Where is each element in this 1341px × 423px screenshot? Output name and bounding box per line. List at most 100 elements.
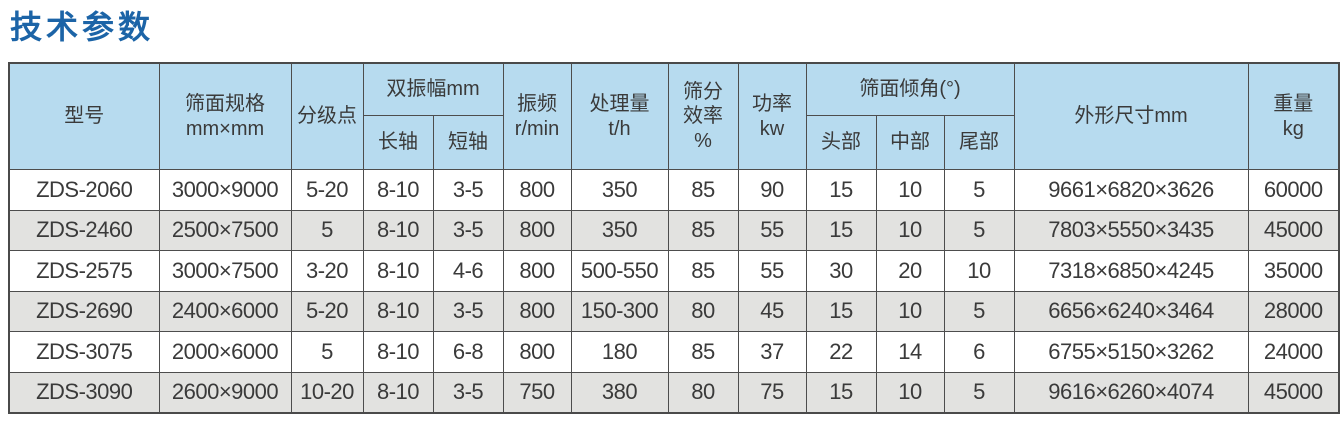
- cell-model: ZDS-3075: [8, 331, 160, 373]
- cell-screen-spec: 3000×9000: [158, 169, 292, 211]
- table-row: ZDS-2575 3000×7500 3-20 8-10 4-6 800 500…: [8, 250, 1340, 292]
- cell-power: 55: [737, 209, 807, 251]
- cell-screen-spec: 3000×7500: [158, 250, 292, 292]
- cell-efficiency: 85: [667, 209, 739, 251]
- cell-incline-middle: 20: [875, 250, 945, 292]
- cell-dimensions: 9661×6820×3626: [1013, 169, 1249, 211]
- cell-capacity: 350: [570, 209, 669, 251]
- cell-frequency: 800: [502, 209, 572, 251]
- cell-screen-spec: 2500×7500: [158, 209, 292, 251]
- cell-weight: 35000: [1247, 250, 1340, 292]
- cell-efficiency: 85: [667, 331, 739, 373]
- cell-power: 45: [737, 290, 807, 332]
- cell-weight: 45000: [1247, 209, 1340, 251]
- cell-model: ZDS-3090: [8, 371, 160, 414]
- table-row: ZDS-3090 2600×9000 10-20 8-10 3-5 750 38…: [8, 371, 1340, 414]
- col-header-incline-tail: 尾部: [943, 115, 1015, 170]
- cell-incline-head: 15: [805, 290, 877, 332]
- cell-efficiency: 85: [667, 250, 739, 292]
- header-row-sub: 长轴 短轴 头部 中部 尾部: [9, 115, 1339, 170]
- cell-capacity: 150-300: [570, 290, 669, 332]
- cell-capacity: 380: [570, 371, 669, 414]
- cell-frequency: 800: [502, 331, 572, 373]
- cell-model: ZDS-2575: [8, 250, 160, 292]
- cell-incline-head: 15: [805, 169, 877, 211]
- cell-efficiency: 80: [667, 371, 739, 414]
- cell-dimensions: 6656×6240×3464: [1013, 290, 1249, 332]
- cell-incline-tail: 5: [943, 290, 1015, 332]
- col-header-incline-middle: 中部: [875, 115, 945, 170]
- col-header-long-axis: 长轴: [362, 115, 434, 170]
- cell-weight: 60000: [1247, 169, 1340, 211]
- cell-efficiency: 80: [667, 290, 739, 332]
- table-header: 型号 筛面规格 mm×mm 分级点 双振幅mm 振频 r/min 处理量 t/h…: [8, 62, 1340, 170]
- cell-capacity: 180: [570, 331, 669, 373]
- spec-table: 型号 筛面规格 mm×mm 分级点 双振幅mm 振频 r/min 处理量 t/h…: [8, 62, 1341, 414]
- col-header-efficiency: 筛分 效率 %: [667, 62, 739, 170]
- cell-dimensions: 9616×6260×4074: [1013, 371, 1249, 414]
- cell-incline-head: 22: [805, 331, 877, 373]
- cell-frequency: 800: [502, 250, 572, 292]
- cell-incline-tail: 5: [943, 371, 1015, 414]
- col-header-inclination: 筛面倾角(°): [805, 62, 1015, 116]
- cell-power: 90: [737, 169, 807, 211]
- cell-grading-point: 5: [290, 209, 364, 251]
- cell-grading-point: 5: [290, 331, 364, 373]
- cell-frequency: 800: [502, 169, 572, 211]
- cell-long-axis: 8-10: [362, 331, 434, 373]
- table-row: ZDS-3075 2000×6000 5 8-10 6-8 800 180 85…: [8, 331, 1340, 373]
- cell-screen-spec: 2600×9000: [158, 371, 292, 414]
- col-header-incline-head: 头部: [805, 115, 877, 170]
- cell-incline-head: 15: [805, 371, 877, 414]
- col-header-model: 型号: [8, 62, 160, 170]
- cell-weight: 45000: [1247, 371, 1340, 414]
- page-title: 技术参数: [10, 9, 155, 45]
- cell-efficiency: 85: [667, 169, 739, 211]
- cell-short-axis: 3-5: [432, 209, 504, 251]
- cell-long-axis: 8-10: [362, 371, 434, 414]
- cell-short-axis: 3-5: [432, 371, 504, 414]
- cell-incline-tail: 6: [943, 331, 1015, 373]
- table-body: ZDS-2060 3000×9000 5-20 8-10 3-5 800 350…: [8, 169, 1340, 414]
- cell-long-axis: 8-10: [362, 250, 434, 292]
- cell-incline-head: 30: [805, 250, 877, 292]
- table-row: ZDS-2060 3000×9000 5-20 8-10 3-5 800 350…: [8, 169, 1340, 211]
- cell-screen-spec: 2400×6000: [158, 290, 292, 332]
- cell-model: ZDS-2460: [8, 209, 160, 251]
- cell-dimensions: 7803×5550×3435: [1013, 209, 1249, 251]
- header-row-top: 型号 筛面规格 mm×mm 分级点 双振幅mm 振频 r/min 处理量 t/h…: [8, 62, 1340, 170]
- col-header-short-axis: 短轴: [432, 115, 504, 170]
- cell-grading-point: 10-20: [290, 371, 364, 414]
- cell-incline-tail: 10: [943, 250, 1015, 292]
- cell-frequency: 800: [502, 290, 572, 332]
- cell-incline-middle: 10: [875, 169, 945, 211]
- table-row: ZDS-2460 2500×7500 5 8-10 3-5 800 350 85…: [8, 209, 1340, 251]
- cell-frequency: 750: [502, 371, 572, 414]
- cell-incline-tail: 5: [943, 209, 1015, 251]
- col-header-power: 功率 kw: [737, 62, 807, 170]
- cell-incline-middle: 10: [875, 209, 945, 251]
- cell-model: ZDS-2690: [8, 290, 160, 332]
- col-header-frequency: 振频 r/min: [502, 62, 572, 170]
- cell-weight: 28000: [1247, 290, 1340, 332]
- cell-incline-head: 15: [805, 209, 877, 251]
- cell-short-axis: 3-5: [432, 169, 504, 211]
- cell-capacity: 350: [570, 169, 669, 211]
- cell-incline-middle: 10: [875, 371, 945, 414]
- cell-incline-middle: 14: [875, 331, 945, 373]
- cell-power: 75: [737, 371, 807, 414]
- col-header-screen-spec: 筛面规格 mm×mm: [158, 62, 292, 170]
- cell-screen-spec: 2000×6000: [158, 331, 292, 373]
- cell-dimensions: 6755×5150×3262: [1013, 331, 1249, 373]
- col-header-weight: 重量 kg: [1247, 62, 1340, 170]
- cell-dimensions: 7318×6850×4245: [1013, 250, 1249, 292]
- cell-long-axis: 8-10: [362, 209, 434, 251]
- col-header-double-amplitude: 双振幅mm: [362, 62, 504, 116]
- cell-grading-point: 5-20: [290, 169, 364, 211]
- cell-long-axis: 8-10: [362, 169, 434, 211]
- cell-long-axis: 8-10: [362, 290, 434, 332]
- table-row: ZDS-2690 2400×6000 5-20 8-10 3-5 800 150…: [8, 290, 1340, 332]
- cell-power: 37: [737, 331, 807, 373]
- cell-short-axis: 6-8: [432, 331, 504, 373]
